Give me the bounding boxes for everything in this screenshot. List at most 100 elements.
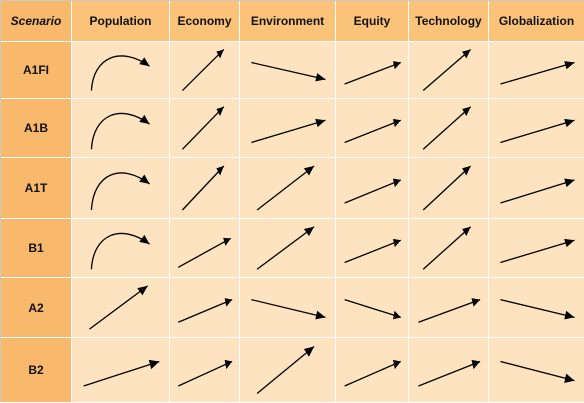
arrow-shaft [418,300,480,323]
row-header-a1t: A1T [1,158,72,219]
trend-arrow-down [489,338,584,383]
trend-cell-a2-economy [170,278,240,338]
trend-cell-b1-globalization [489,219,584,278]
arrow-head [564,61,575,70]
arrow-shaft [345,63,401,84]
trend-arrow-steep-up [170,42,239,98]
trend-arrow-steep-up [409,42,488,98]
arrow-head [471,359,481,370]
trend-cell-b2-environment [240,338,336,403]
trend-cell-a1t-economy [170,158,240,219]
trend-arrow-slight-up [409,359,488,402]
trend-cell-a2-technology [409,278,489,338]
trend-arrow-steep-up [72,278,169,337]
trend-cell-b1-population [72,219,170,278]
arrow-shaft [418,361,480,386]
arrow-shaft [251,300,325,318]
trend-arrow-curve-peak [72,158,169,218]
arrow-head [392,178,401,188]
column-header-population: Population [72,1,170,42]
arrow-shaft [345,120,401,142]
trend-arrow-down [240,42,335,82]
arrow-head [564,310,575,320]
arrow-shaft [500,240,574,262]
trend-cell-a1b-population [72,99,170,158]
trend-arrow-slight-up [336,118,408,157]
arrow-shaft [500,120,574,142]
arrow-shaft [251,120,325,142]
trend-cell-a2-globalization [489,278,584,338]
trend-cell-b1-equity [336,219,409,278]
arrow-head [216,49,224,59]
trend-cell-a2-environment [240,278,336,338]
arrow-head [564,178,575,188]
arrow-head [462,226,471,236]
trend-arrow-slight-up [170,298,239,337]
arrow-shaft [500,300,574,318]
trend-arrow-slight-up [489,178,584,218]
column-header-economy: Economy [170,1,240,42]
trend-cell-a1b-globalization [489,99,584,158]
arrow-head [462,166,471,176]
trend-arrow-slight-up [336,359,408,402]
trend-cell-b2-economy [170,338,240,403]
arrow-shaft [423,227,470,270]
arrow-head [462,49,471,59]
trend-arrow-slight-up [336,178,408,218]
trend-cell-a1t-technology [409,158,489,219]
trend-cell-a1fi-economy [170,42,240,99]
trend-cell-a1b-environment [240,99,336,158]
trend-arrow-slight-up [336,61,408,98]
trend-arrow-steep-up [240,219,335,277]
trend-arrow-curve-peak [72,99,169,157]
arrow-head [303,166,315,176]
arrow-head [148,359,160,370]
trend-arrow-slight-up [336,238,408,277]
trend-arrow-slight-up [72,359,169,402]
arrow-shaft [182,49,223,90]
arrow-shaft [345,180,401,203]
column-header-environment: Environment [240,1,336,42]
column-header-globalization: Globalization [489,1,584,42]
trend-cell-a1t-environment [240,158,336,219]
arrow-shaft [423,107,470,150]
arrow-head [139,234,150,245]
arrow-shaft [500,63,574,84]
trend-cell-a1b-equity [336,99,409,158]
trend-cell-a1t-equity [336,158,409,219]
arrow-head [224,298,233,307]
trend-arrow-slight-up [170,359,239,402]
arrow-head [224,359,233,370]
arrow-head [216,106,224,116]
arrow-shaft [345,300,401,318]
trend-cell-a1fi-equity [336,42,409,99]
arrow-shaft [500,361,574,380]
row-header-b1: B1 [1,219,72,278]
trend-arrow-steep-up [409,158,488,218]
trend-arrow-slight-up [489,238,584,277]
trend-arrow-steep-up [409,99,488,157]
trend-arrow-steep-up [240,338,335,402]
trend-cell-b1-economy [170,219,240,278]
arrow-head [471,298,481,307]
arrow-shaft [84,361,160,386]
trend-cell-b2-globalization [489,338,584,403]
arrow-head [303,226,315,236]
trend-arrow-curve-peak [72,42,169,98]
trend-cell-a2-equity [336,278,409,338]
arrow-shaft [257,347,314,394]
arrow-head [139,114,150,125]
column-header-technology: Technology [409,1,489,42]
trend-arrow-down [240,278,335,320]
trend-cell-a1fi-technology [409,42,489,99]
trend-cell-a1fi-globalization [489,42,584,99]
arrow-shaft [257,227,314,270]
trend-arrow-slight-up [489,61,584,98]
row-header-b2: B2 [1,338,72,403]
arrow-head [392,61,401,70]
trend-cell-b1-technology [409,219,489,278]
trend-arrow-down [336,278,408,320]
trend-cell-a1b-technology [409,99,489,158]
arrow-shaft [423,166,470,210]
